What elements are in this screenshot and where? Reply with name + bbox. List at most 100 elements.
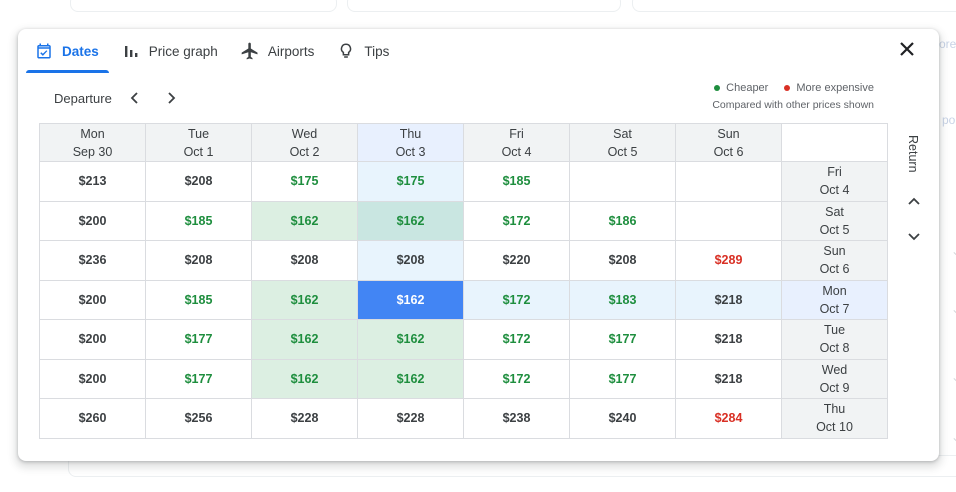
price-cell[interactable]: $185 xyxy=(145,279,252,320)
grid-row: $200 $185 $162 $162 $172 $186 Sat Oct 5 xyxy=(39,200,888,241)
price-cell[interactable]: $177 xyxy=(569,358,676,399)
previous-return-button[interactable] xyxy=(904,191,924,211)
column-day: Fri xyxy=(509,126,524,141)
grid-row: $200 $177 $162 $162 $172 $177 $218 Wed Oc… xyxy=(39,358,888,399)
price-cell[interactable]: $175 xyxy=(251,161,358,202)
next-return-button[interactable] xyxy=(904,227,924,247)
tab-price-graph[interactable]: Price graph xyxy=(111,29,230,73)
header-row: Mon Sep 30 Tue Oct 1 Wed Oct 2 Thu Oct 3 Fri… xyxy=(39,123,888,162)
price-cell[interactable]: $162 xyxy=(251,319,358,360)
price-cell[interactable]: $208 xyxy=(357,240,464,281)
bar-chart-icon xyxy=(121,41,141,61)
legend-expensive: More expensive xyxy=(784,82,874,94)
price-cell[interactable]: $186 xyxy=(569,200,676,241)
price-cell[interactable]: $200 xyxy=(39,200,146,241)
grid-row-selected: $200 $185 $162 $162 $172 $183 $218 Mon Oc… xyxy=(39,279,888,320)
price-cell[interactable]: $200 xyxy=(39,358,146,399)
price-cell[interactable]: $260 xyxy=(39,398,146,439)
price-cell[interactable]: $172 xyxy=(463,319,570,360)
column-day: Sat xyxy=(613,126,632,141)
date-grid-dialog: Dates Price graph Airports Tips Departur… xyxy=(18,29,939,461)
price-cell[interactable]: $240 xyxy=(569,398,676,439)
background-card xyxy=(632,0,956,12)
chevron-right-icon xyxy=(168,92,176,104)
tab-airports[interactable]: Airports xyxy=(230,29,327,73)
return-day: Tue xyxy=(823,323,846,338)
return-date-header: Wed Oct 9 xyxy=(781,358,888,399)
column-day: Sun xyxy=(717,126,740,141)
return-date: Oct 4 xyxy=(819,183,850,198)
price-cell[interactable]: $172 xyxy=(463,358,570,399)
price-cell[interactable]: $256 xyxy=(145,398,252,439)
price-cell[interactable]: $218 xyxy=(675,358,782,399)
return-date: Oct 6 xyxy=(819,262,850,277)
selected-price-cell[interactable]: $162 xyxy=(357,279,464,320)
price-cell[interactable]: $162 xyxy=(357,200,464,241)
column-header-selected: Thu Oct 3 xyxy=(357,123,464,162)
price-cell[interactable]: $213 xyxy=(39,161,146,202)
price-cell[interactable]: $185 xyxy=(145,200,252,241)
price-cell[interactable]: $238 xyxy=(463,398,570,439)
price-cell[interactable]: $228 xyxy=(251,398,358,439)
previous-departure-button[interactable] xyxy=(124,87,146,109)
tab-dates[interactable]: Dates xyxy=(24,29,111,73)
price-cell[interactable]: $208 xyxy=(251,240,358,281)
column-date: Sep 30 xyxy=(72,144,113,159)
price-cell[interactable]: $183 xyxy=(569,279,676,320)
price-grid: Mon Sep 30 Tue Oct 1 Wed Oct 2 Thu Oct 3 Fri… xyxy=(39,123,888,439)
red-dot-icon xyxy=(784,85,791,91)
legend-expensive-label: More expensive xyxy=(796,82,874,94)
return-date-header-selected: Mon Oct 7 xyxy=(781,279,888,320)
background-text: ore xyxy=(939,37,956,51)
price-cell[interactable]: $228 xyxy=(357,398,464,439)
price-cell[interactable]: $220 xyxy=(463,240,570,281)
price-cell[interactable]: $162 xyxy=(251,200,358,241)
background-link: po xyxy=(942,113,956,127)
tab-tips[interactable]: Tips xyxy=(326,29,401,73)
price-cell[interactable]: $200 xyxy=(39,319,146,360)
column-day: Thu xyxy=(399,126,422,141)
price-cell[interactable]: $162 xyxy=(357,319,464,360)
price-cell[interactable]: $172 xyxy=(463,200,570,241)
return-date-header: Thu Oct 10 xyxy=(781,398,888,439)
return-date: Oct 5 xyxy=(819,222,850,237)
legend-note: Compared with other prices shown xyxy=(712,99,874,111)
price-cell[interactable]: $208 xyxy=(569,240,676,281)
lightbulb-icon xyxy=(336,41,356,61)
next-departure-button[interactable] xyxy=(160,87,182,109)
return-day: Thu xyxy=(823,402,846,417)
column-date: Oct 4 xyxy=(501,144,532,159)
column-header: Fri Oct 4 xyxy=(463,123,570,162)
price-cell[interactable]: $289 xyxy=(675,240,782,281)
return-date-header: Sat Oct 5 xyxy=(781,200,888,241)
close-button[interactable] xyxy=(895,39,919,63)
return-date: Oct 8 xyxy=(819,341,850,356)
price-cell[interactable]: $162 xyxy=(251,358,358,399)
return-label: Return xyxy=(906,135,920,173)
price-cell[interactable]: $284 xyxy=(675,398,782,439)
return-day: Fri xyxy=(827,165,842,180)
price-cell[interactable]: $236 xyxy=(39,240,146,281)
price-cell[interactable]: $218 xyxy=(675,319,782,360)
price-cell-empty xyxy=(675,200,782,241)
price-cell[interactable]: $218 xyxy=(675,279,782,320)
return-day: Wed xyxy=(821,362,848,377)
price-cell-empty xyxy=(569,161,676,202)
price-cell[interactable]: $177 xyxy=(145,358,252,399)
price-cell-empty xyxy=(675,161,782,202)
calendar-check-icon xyxy=(34,41,54,61)
legend-cheaper-label: Cheaper xyxy=(726,82,769,94)
price-cell[interactable]: $208 xyxy=(145,240,252,281)
price-cell[interactable]: $177 xyxy=(569,319,676,360)
price-cell[interactable]: $162 xyxy=(357,358,464,399)
price-cell[interactable]: $162 xyxy=(251,279,358,320)
price-cell[interactable]: $175 xyxy=(357,161,464,202)
column-day: Tue xyxy=(187,126,210,141)
chevron-down-icon xyxy=(908,233,920,241)
price-cell[interactable]: $172 xyxy=(463,279,570,320)
price-cell[interactable]: $208 xyxy=(145,161,252,202)
price-cell[interactable]: $200 xyxy=(39,279,146,320)
price-cell[interactable]: $185 xyxy=(463,161,570,202)
price-cell[interactable]: $177 xyxy=(145,319,252,360)
column-header: Tue Oct 1 xyxy=(145,123,252,162)
